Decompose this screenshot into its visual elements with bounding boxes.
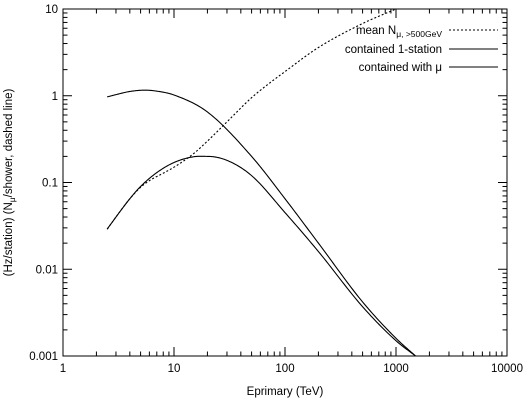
x-tick-label: 1	[60, 363, 66, 375]
legend-label: contained 1-station	[345, 44, 442, 56]
series-line-0	[106, 8, 397, 230]
series-lines	[106, 8, 416, 357]
tick-marks	[62, 8, 508, 357]
x-axis-label: Eprimary (TeV)	[247, 386, 324, 398]
x-tick-label: 10000	[491, 363, 523, 375]
x-tick-label: 10	[168, 363, 181, 375]
y-tick-label: 0.1	[42, 178, 58, 190]
series-line-2	[106, 155, 416, 357]
y-axis-label: (Hz/station) (Nμ/shower, dashed line)	[3, 88, 17, 276]
legend-label: contained with μ	[359, 62, 442, 74]
series-line-1	[107, 89, 416, 357]
y-tick-label: 1	[52, 91, 58, 103]
legend-label: mean Nμ, >500GeV	[356, 25, 442, 39]
y-tick-label: 10	[45, 4, 58, 16]
tick-labels: 1 10 100 1000 10000 0.001 0.01 0.1 1 10	[29, 4, 523, 375]
x-tick-label: 1000	[383, 363, 409, 375]
y-tick-label: 0.01	[36, 264, 58, 276]
legend: mean Nμ, >500GeV contained 1-station conta…	[345, 25, 498, 74]
x-tick-label: 100	[275, 363, 294, 375]
y-tick-label: 0.001	[29, 351, 58, 363]
